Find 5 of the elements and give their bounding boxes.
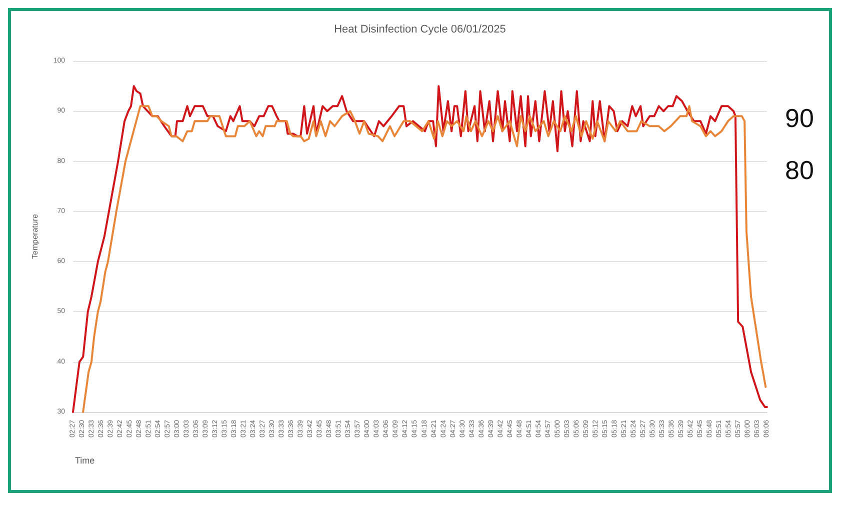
chart-title: Heat Disinfection Cycle 06/01/2025	[334, 24, 506, 36]
x-axis-title: Time	[75, 456, 95, 466]
y-axis-title: Temperature	[30, 214, 40, 259]
text: 80	[785, 155, 814, 185]
text: 90	[785, 103, 814, 133]
